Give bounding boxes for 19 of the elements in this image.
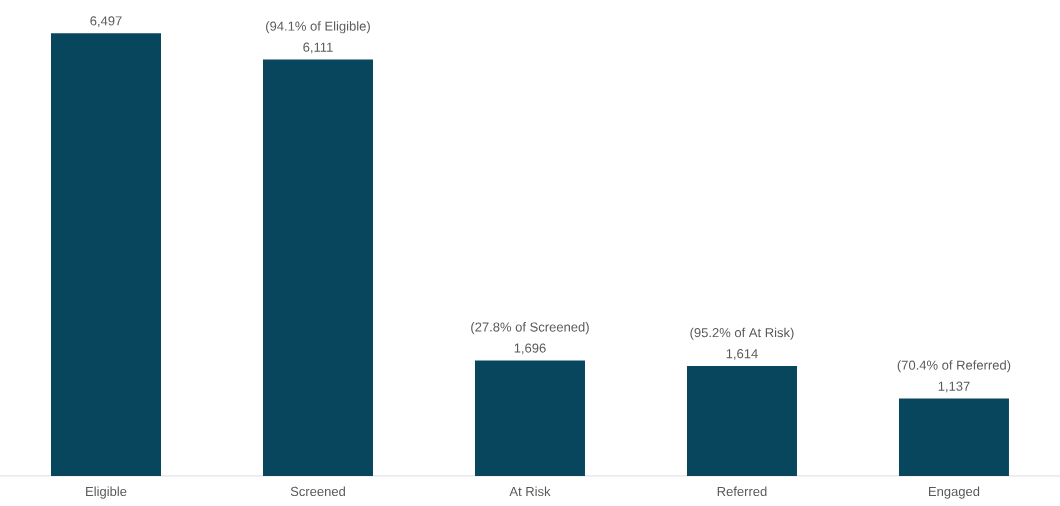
annotation: (27.8% of Screened) bbox=[471, 322, 589, 335]
x-tick-label: Referred bbox=[717, 486, 767, 497]
data-label: 6,111 bbox=[303, 42, 333, 54]
x-tick-label: Screened bbox=[290, 486, 345, 497]
x-tick-label: At Risk bbox=[509, 486, 551, 497]
bar bbox=[262, 59, 373, 476]
bar bbox=[51, 33, 161, 476]
data-label: 1,137 bbox=[938, 381, 970, 393]
x-tick-label: Eligible bbox=[86, 486, 127, 499]
annotation: (94.1% of Eligible) bbox=[266, 21, 370, 34]
bar bbox=[898, 398, 1009, 476]
bar bbox=[474, 360, 585, 476]
bar bbox=[686, 366, 797, 476]
x-tick-label: Engaged bbox=[929, 486, 980, 499]
annotation: (95.2% of At Risk) bbox=[690, 327, 794, 340]
annotation: (70.4% of Referred) bbox=[897, 360, 1011, 373]
data-label: 6,497 bbox=[90, 16, 122, 27]
data-label: 1,614 bbox=[726, 349, 758, 360]
data-label: 1,696 bbox=[514, 343, 546, 355]
